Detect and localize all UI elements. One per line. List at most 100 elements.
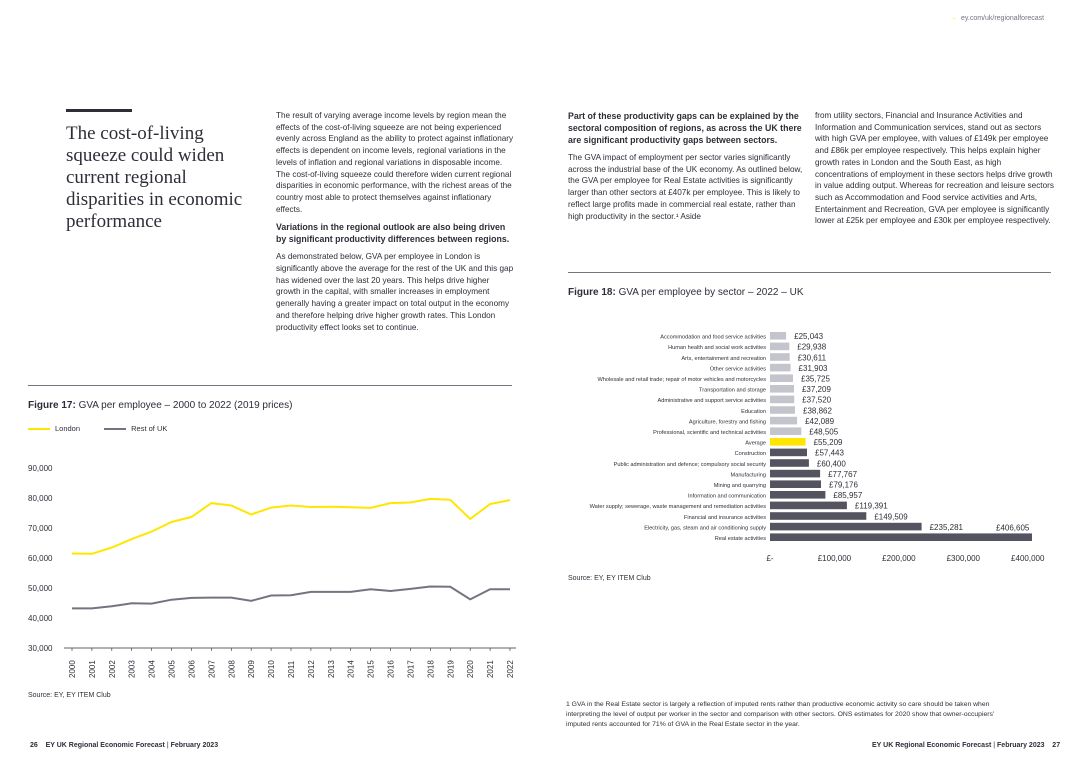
x-tick-label: 2014	[347, 660, 356, 678]
value-label: £25,043	[794, 332, 823, 341]
x-tick-label: £-	[766, 554, 773, 563]
page-heading: The cost-of-living squeeze could widen c…	[66, 123, 243, 232]
x-tick-label: 2021	[486, 660, 495, 678]
value-label: £30,611	[798, 353, 827, 362]
x-tick-label: 2003	[128, 660, 137, 678]
legend-london-swatch	[28, 428, 50, 431]
value-label: £29,938	[797, 343, 826, 352]
value-label: £119,391	[855, 502, 888, 511]
bar	[770, 459, 809, 467]
left-paragraph-2: As demonstrated below, GVA per employee …	[276, 252, 514, 332]
left-footer-page: 26	[30, 742, 38, 749]
bar	[770, 491, 826, 499]
figure17-title-text: GVA per employee – 2000 to 2022 (2019 pr…	[78, 400, 293, 411]
left-footer: 26 EY UK Regional Economic Forecast | Fe…	[30, 742, 218, 749]
x-tick-label: 2016	[387, 660, 396, 678]
value-label: £79,176	[829, 481, 858, 490]
y-tick-label: 70,000	[28, 524, 53, 533]
x-tick-label: 2007	[207, 660, 216, 678]
report-url-text: ey.com/uk/regionalforecast	[961, 15, 1045, 22]
figure17-label: Figure 17:	[28, 400, 76, 411]
x-tick-label: 2011	[287, 660, 296, 678]
legend-rest-swatch	[104, 428, 127, 431]
heading-rule	[66, 109, 132, 112]
value-label: £42,089	[805, 417, 834, 426]
value-label: £85,957	[833, 491, 862, 500]
right-body-column-2: from utility sectors, Financial and Insu…	[815, 110, 1055, 233]
category-label: Water supply; sewerage, waste management…	[590, 504, 767, 510]
report-url[interactable]: → ey.com/uk/regionalforecast	[950, 15, 1044, 22]
category-label: Accommodation and food service activitie…	[660, 335, 766, 341]
category-label: Manufacturing	[731, 472, 766, 478]
footnote: 1 GVA in the Real Estate sector is large…	[566, 701, 995, 728]
bar	[770, 512, 867, 520]
value-label: £37,520	[802, 396, 831, 405]
y-tick-label: 80,000	[28, 494, 53, 503]
bar	[770, 395, 795, 404]
bar	[770, 469, 821, 478]
bar	[770, 406, 795, 414]
x-tick-label: 2004	[148, 660, 157, 678]
category-label: Real estate activities	[715, 536, 767, 542]
legend-london-label: London	[55, 424, 81, 433]
bar	[770, 332, 787, 340]
left-footer-sep: |	[166, 742, 169, 749]
y-tick-label: 60,000	[28, 554, 53, 563]
series-line-rest-of-uk	[72, 585, 510, 610]
right-footer-page: 27	[1052, 742, 1061, 749]
value-label: £235,281	[930, 523, 964, 532]
bar	[770, 416, 798, 425]
bar	[770, 385, 794, 393]
legend-rest-label: Rest of UK	[131, 424, 168, 433]
category-label: Other service activities	[710, 366, 766, 372]
value-label: £48,505	[809, 428, 838, 437]
bar	[770, 480, 821, 488]
category-label: Construction	[735, 451, 766, 457]
value-label: £77,767	[828, 470, 857, 479]
value-label: £57,443	[815, 449, 844, 458]
category-label: Wholesale and retail trade; repair of mo…	[597, 377, 766, 383]
category-label: Electricity, gas, steam and air conditio…	[644, 525, 766, 531]
value-label: £31,903	[799, 364, 828, 373]
right-paragraph-1: The GVA impact of employment per sector …	[568, 153, 803, 221]
x-tick-label: £400,000	[1011, 554, 1045, 563]
legend-rest-of-uk: Rest of UK	[104, 424, 167, 433]
x-tick-label: 2006	[187, 660, 196, 678]
bar	[770, 522, 922, 531]
category-label: Information and communication	[688, 494, 766, 500]
x-tick-label: £300,000	[947, 554, 981, 563]
x-tick-label: 2000	[68, 660, 77, 678]
category-label: Agriculture, forestry and fishing	[689, 419, 766, 425]
figure17-source: Source: EY, EY ITEM Club	[28, 692, 111, 699]
x-tick-label: 2001	[88, 660, 97, 678]
x-tick-label: 2020	[466, 660, 475, 678]
left-footer-pub: EY UK Regional Economic Forecast	[45, 742, 165, 749]
right-footer-sep: |	[993, 742, 996, 749]
x-tick-label: 2005	[168, 660, 177, 678]
figure18-title: Figure 18: GVA per employee by sector – …	[568, 287, 804, 298]
category-label: Professional, scientific and technical a…	[653, 430, 766, 436]
value-label: £406,605	[996, 523, 1030, 532]
category-label: Administrative and support service activ…	[657, 398, 766, 404]
bar	[770, 448, 807, 457]
x-tick-label: 2002	[108, 660, 117, 678]
right-footer-date: February 2023	[997, 742, 1045, 749]
left-paragraph-1: The result of varying average income lev…	[276, 111, 514, 214]
value-label: £35,725	[801, 375, 830, 384]
left-footer-date: February 2023	[170, 742, 219, 749]
figure18-source: Source: EY, EY ITEM Club	[568, 575, 651, 582]
bar	[770, 427, 802, 435]
x-tick-label: 2013	[327, 660, 336, 678]
figure18-label: Figure 18:	[568, 287, 616, 298]
bar	[770, 501, 847, 510]
x-tick-label: 2010	[267, 660, 276, 678]
figure17-legend: London Rest of UK	[28, 424, 189, 433]
figure18-bar-chart: Accommodation and food service activitie…	[590, 332, 1045, 563]
x-tick-label: 2019	[446, 660, 455, 678]
right-paragraph-2: from utility sectors, Financial and Insu…	[815, 111, 1054, 226]
x-tick-label: 2017	[406, 660, 415, 678]
y-tick-label: 90,000	[28, 464, 53, 473]
x-tick-label: 2022	[506, 660, 515, 678]
category-label: Average	[745, 441, 766, 447]
category-label: Arts, entertainment and recreation	[681, 356, 766, 362]
